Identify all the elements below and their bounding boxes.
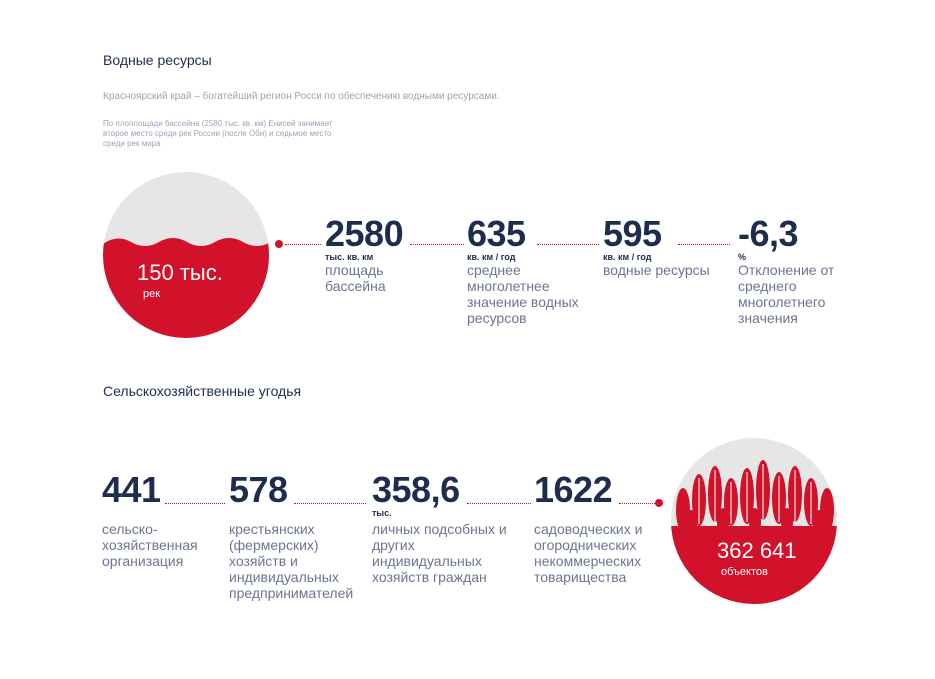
agri-connector-line: [467, 503, 531, 504]
stat-value: 578: [229, 469, 288, 510]
stat-unit: тыс. кв. км: [325, 252, 374, 262]
wheat-icon: [671, 460, 837, 604]
water-connector-dot: [275, 240, 283, 248]
stat-desc: среднее многолетнее значение водных ресу…: [467, 262, 579, 326]
stat-desc: площадь бассейна: [325, 262, 386, 294]
stat-value: 358,6: [372, 469, 460, 510]
agri-connector-line: [294, 503, 366, 504]
stat-value: 595: [603, 213, 662, 254]
agri-stat-organizations: 441 сельско-хозяйственная организация: [102, 469, 212, 570]
agri-connector-line: [619, 503, 655, 504]
agri-circle-label: объектов: [721, 566, 768, 578]
water-stat-resources: 595 кв. км / год водные ресурсы: [603, 213, 728, 279]
stat-value: -6,3: [738, 213, 799, 254]
stat-desc: сельско-хозяйственная организация: [102, 521, 198, 569]
stat-value: 1622: [534, 469, 613, 510]
water-wave-icon: [103, 238, 269, 338]
stat-value: 441: [102, 469, 161, 510]
agri-stat-gardening: 1622 садоводческих и огороднических неко…: [534, 469, 659, 586]
water-circle-value: 150 тыс.: [137, 260, 223, 285]
agri-stat-farms: 578 крестьянских (фермерских) хозяйств и…: [229, 469, 359, 602]
water-circle-label: рек: [143, 288, 161, 300]
agri-connector-line: [165, 503, 225, 504]
stat-desc: водные ресурсы: [603, 262, 710, 278]
water-note: По плоплощади бассейна (2580 тыс. кв. км…: [103, 119, 333, 148]
water-stat-deviation: -6,3 % Отклонение от среднего многолетне…: [738, 213, 848, 327]
stat-desc: Отклонение от среднего многолетнего знач…: [738, 262, 835, 326]
stat-desc: садоводческих и огороднических некоммерч…: [534, 521, 643, 585]
water-connector-line: [678, 244, 730, 245]
stat-unit: кв. км / год: [467, 252, 516, 262]
water-connector-line: [285, 244, 321, 245]
water-stat-average: 635 кв. км / год среднее многолетнее зна…: [467, 213, 592, 327]
stat-unit: %: [738, 252, 747, 262]
agri-stat-households: 358,6 тыс. личных подсобных и других инд…: [372, 469, 507, 586]
agri-circle: 362 641 объектов: [671, 438, 837, 604]
agri-connector-dot: [655, 499, 663, 507]
water-section-title: Водные ресурсы: [103, 52, 212, 68]
stat-unit: кв. км / год: [603, 252, 652, 262]
water-circle: 150 тыс. рек: [103, 172, 269, 338]
water-stat-basin: 2580 тыс. кв. км площадь бассейна: [325, 213, 415, 295]
stat-desc: личных подсобных и других индивидуальных…: [372, 521, 507, 585]
stat-unit: тыс.: [372, 508, 392, 518]
water-connector-line: [410, 244, 464, 245]
agri-section-title: Сельскохозяйственные угодья: [103, 383, 302, 399]
agri-circle-value: 362 641: [717, 538, 797, 563]
water-connector-line: [537, 244, 599, 245]
stat-value: 2580: [325, 213, 404, 254]
stat-value: 635: [467, 213, 526, 254]
water-intro: Красноярский край – богатейший регион Ро…: [103, 91, 500, 102]
stat-desc: крестьянских (фермерских) хозяйств и инд…: [229, 521, 354, 601]
